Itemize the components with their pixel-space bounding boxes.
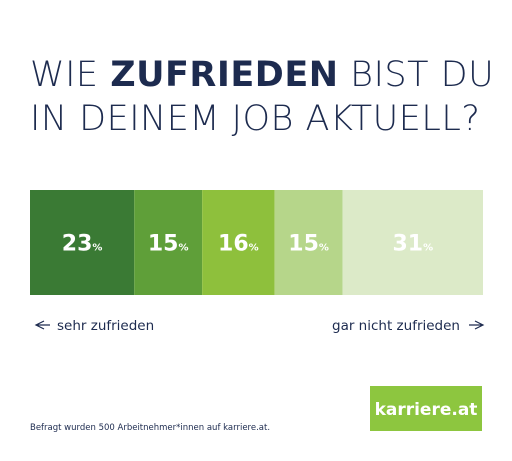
scale-label-left: sehr zufrieden bbox=[57, 318, 154, 334]
bar-segment bbox=[274, 190, 343, 295]
logo-box bbox=[370, 386, 482, 431]
bar-segment bbox=[342, 190, 483, 295]
data-label: 15% bbox=[288, 232, 329, 257]
scale-label-right: gar nicht zufrieden bbox=[332, 318, 460, 334]
title-word: ZUFRIEDEN bbox=[110, 55, 338, 95]
bar-group: 23% 15% 16% 15% 31% bbox=[30, 190, 483, 295]
data-label: 15% bbox=[148, 232, 189, 257]
arrow-right bbox=[469, 320, 485, 330]
bar-segment bbox=[30, 190, 135, 295]
data-label: 23% bbox=[62, 232, 103, 257]
title-word: BIST DU bbox=[350, 55, 494, 95]
arrow-left bbox=[34, 320, 50, 330]
chart-title: WIE ZUFRIEDEN BIST DU bbox=[30, 55, 494, 95]
bar-segment bbox=[202, 190, 275, 295]
logo-text: karriere.at bbox=[375, 400, 478, 420]
data-label: 31% bbox=[392, 232, 433, 257]
data-label: 16% bbox=[218, 232, 259, 257]
title-word: WIE bbox=[30, 55, 99, 95]
chart-title: IN DEINEM JOB AKTUELL? bbox=[30, 99, 480, 139]
bar-segment bbox=[134, 190, 203, 295]
footnote: Befragt wurden 500 Arbeitnehmer*innen au… bbox=[30, 423, 270, 433]
